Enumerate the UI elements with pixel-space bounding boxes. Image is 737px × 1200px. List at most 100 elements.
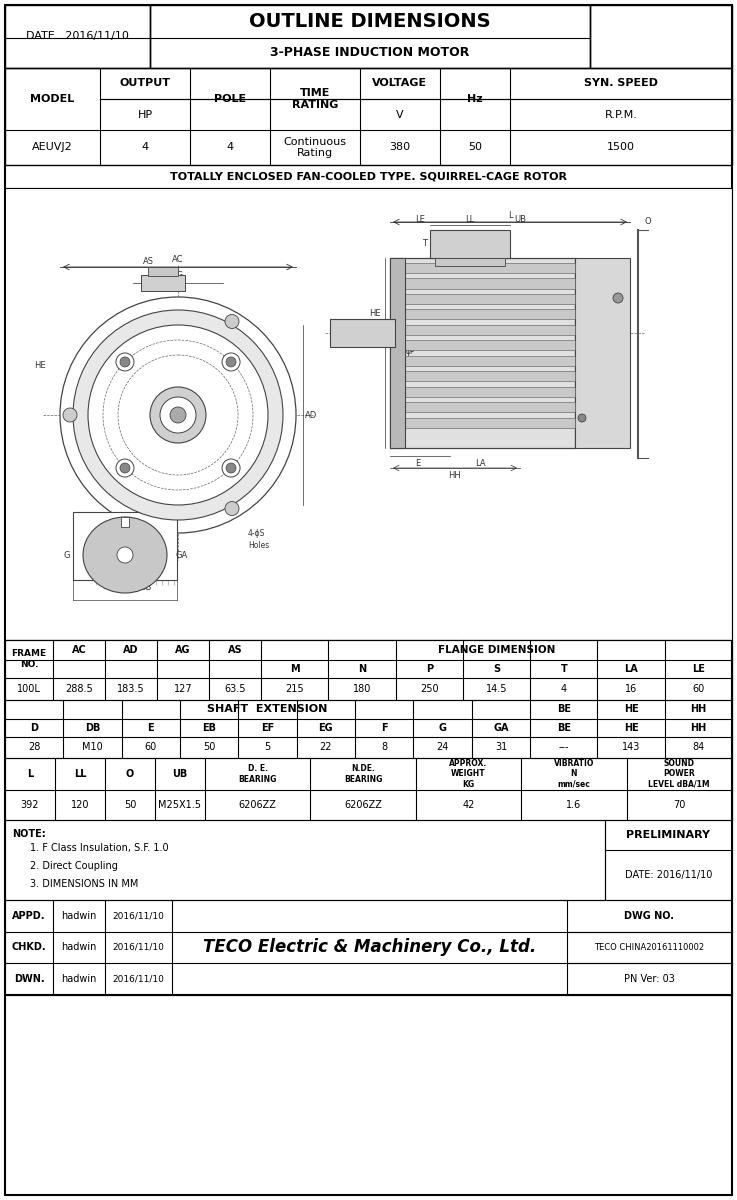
Text: DWG NO.: DWG NO. xyxy=(624,911,674,920)
Text: DATE: 2016/11/10: DATE: 2016/11/10 xyxy=(625,870,712,880)
Text: LL: LL xyxy=(465,215,475,223)
Text: DWN.: DWN. xyxy=(14,974,44,984)
Text: V: V xyxy=(397,109,404,120)
Text: HP: HP xyxy=(137,109,153,120)
Text: Continuous
Rating: Continuous Rating xyxy=(284,137,346,158)
Text: SYN. SPEED: SYN. SPEED xyxy=(584,78,658,89)
Text: F: F xyxy=(122,496,128,504)
Bar xyxy=(605,820,732,900)
Text: GA: GA xyxy=(176,551,188,559)
Text: D. E.
BEARING: D. E. BEARING xyxy=(239,764,277,784)
Text: Hz: Hz xyxy=(467,94,483,104)
Text: DATE   2016/11/10: DATE 2016/11/10 xyxy=(26,31,129,42)
Text: UB: UB xyxy=(172,769,188,779)
Bar xyxy=(435,258,505,266)
Text: T: T xyxy=(560,664,567,674)
Text: 6206ZZ: 6206ZZ xyxy=(239,800,276,810)
Text: G: G xyxy=(63,551,70,559)
Text: 4-ϕS: 4-ϕS xyxy=(248,528,265,538)
Text: 1. F Class Insulation, S.F. 1.0: 1. F Class Insulation, S.F. 1.0 xyxy=(30,842,169,853)
Text: D: D xyxy=(30,722,38,733)
Text: UB: UB xyxy=(514,215,526,223)
Text: 1.6: 1.6 xyxy=(566,800,581,810)
Bar xyxy=(5,5,150,68)
Text: HE: HE xyxy=(624,704,638,714)
Text: 120: 120 xyxy=(71,800,89,810)
Text: 84: 84 xyxy=(692,743,705,752)
Text: ϕP: ϕP xyxy=(405,347,415,355)
Bar xyxy=(5,758,732,820)
Text: 288.5: 288.5 xyxy=(65,684,93,694)
Text: 4: 4 xyxy=(142,143,149,152)
Text: LA: LA xyxy=(624,664,638,674)
Circle shape xyxy=(226,356,236,367)
Circle shape xyxy=(222,353,240,371)
Circle shape xyxy=(60,296,296,533)
Bar xyxy=(73,512,177,580)
Circle shape xyxy=(613,293,623,302)
Text: 2016/11/10: 2016/11/10 xyxy=(113,911,164,920)
Bar xyxy=(390,258,575,448)
Text: 6206ZZ: 6206ZZ xyxy=(344,800,382,810)
Text: HH: HH xyxy=(691,704,707,714)
Bar xyxy=(5,68,732,164)
Bar xyxy=(430,230,510,258)
Text: O: O xyxy=(645,217,652,227)
Text: S: S xyxy=(493,664,500,674)
Circle shape xyxy=(63,408,77,422)
Text: VIBRATIO
N
mm/sec: VIBRATIO N mm/sec xyxy=(553,760,594,788)
Text: BE: BE xyxy=(556,722,570,733)
Text: 4: 4 xyxy=(226,143,234,152)
Text: 3. DIMENSIONS IN MM: 3. DIMENSIONS IN MM xyxy=(30,878,139,889)
Text: hadwin: hadwin xyxy=(61,942,97,953)
Text: BE: BE xyxy=(556,704,570,714)
Text: OUTPUT: OUTPUT xyxy=(119,78,170,89)
Text: TECO Electric & Machinery Co., Ltd.: TECO Electric & Machinery Co., Ltd. xyxy=(203,938,536,956)
Circle shape xyxy=(120,356,130,367)
Text: 4: 4 xyxy=(561,684,567,694)
Text: L: L xyxy=(508,210,512,220)
Text: EF: EF xyxy=(261,722,274,733)
Text: EF: EF xyxy=(394,311,402,319)
Circle shape xyxy=(88,325,268,505)
Text: LA: LA xyxy=(475,460,485,468)
Bar xyxy=(390,402,575,412)
Text: NOTE:: NOTE: xyxy=(12,829,46,839)
Text: 50: 50 xyxy=(203,743,215,752)
Bar xyxy=(148,266,178,276)
Text: T: T xyxy=(422,239,427,247)
Text: LE: LE xyxy=(692,664,705,674)
Text: G: G xyxy=(439,722,447,733)
Bar xyxy=(6,188,731,638)
Text: hadwin: hadwin xyxy=(61,974,97,984)
Bar xyxy=(390,263,575,274)
Text: M10: M10 xyxy=(82,743,103,752)
Text: 215: 215 xyxy=(285,684,304,694)
Text: EG: EG xyxy=(318,722,333,733)
Bar xyxy=(390,258,405,448)
Text: 2016/11/10: 2016/11/10 xyxy=(113,974,164,984)
Text: 127: 127 xyxy=(174,684,192,694)
Text: TOTALLY ENCLOSED FAN-COOLED TYPE. SQUIRREL-CAGE ROTOR: TOTALLY ENCLOSED FAN-COOLED TYPE. SQUIRR… xyxy=(170,172,567,181)
Text: 63.5: 63.5 xyxy=(224,684,245,694)
Bar xyxy=(5,820,605,900)
Text: VOLTAGE: VOLTAGE xyxy=(372,78,427,89)
Text: 100L: 100L xyxy=(17,684,41,694)
Text: AS: AS xyxy=(228,646,242,655)
Text: HH: HH xyxy=(449,472,461,480)
Bar xyxy=(390,386,575,397)
Text: F: F xyxy=(381,722,388,733)
Text: 2016/11/10: 2016/11/10 xyxy=(113,943,164,952)
Text: FRAME
NO.: FRAME NO. xyxy=(12,649,46,668)
Text: E: E xyxy=(416,460,421,468)
Text: 8: 8 xyxy=(381,743,388,752)
Circle shape xyxy=(222,460,240,478)
Circle shape xyxy=(225,502,239,516)
Text: GA: GA xyxy=(493,722,509,733)
Bar xyxy=(390,418,575,427)
Bar xyxy=(121,517,129,527)
Bar xyxy=(390,325,575,335)
Bar xyxy=(575,258,630,448)
Text: R.P.M.: R.P.M. xyxy=(604,109,638,120)
Text: 5: 5 xyxy=(265,743,270,752)
